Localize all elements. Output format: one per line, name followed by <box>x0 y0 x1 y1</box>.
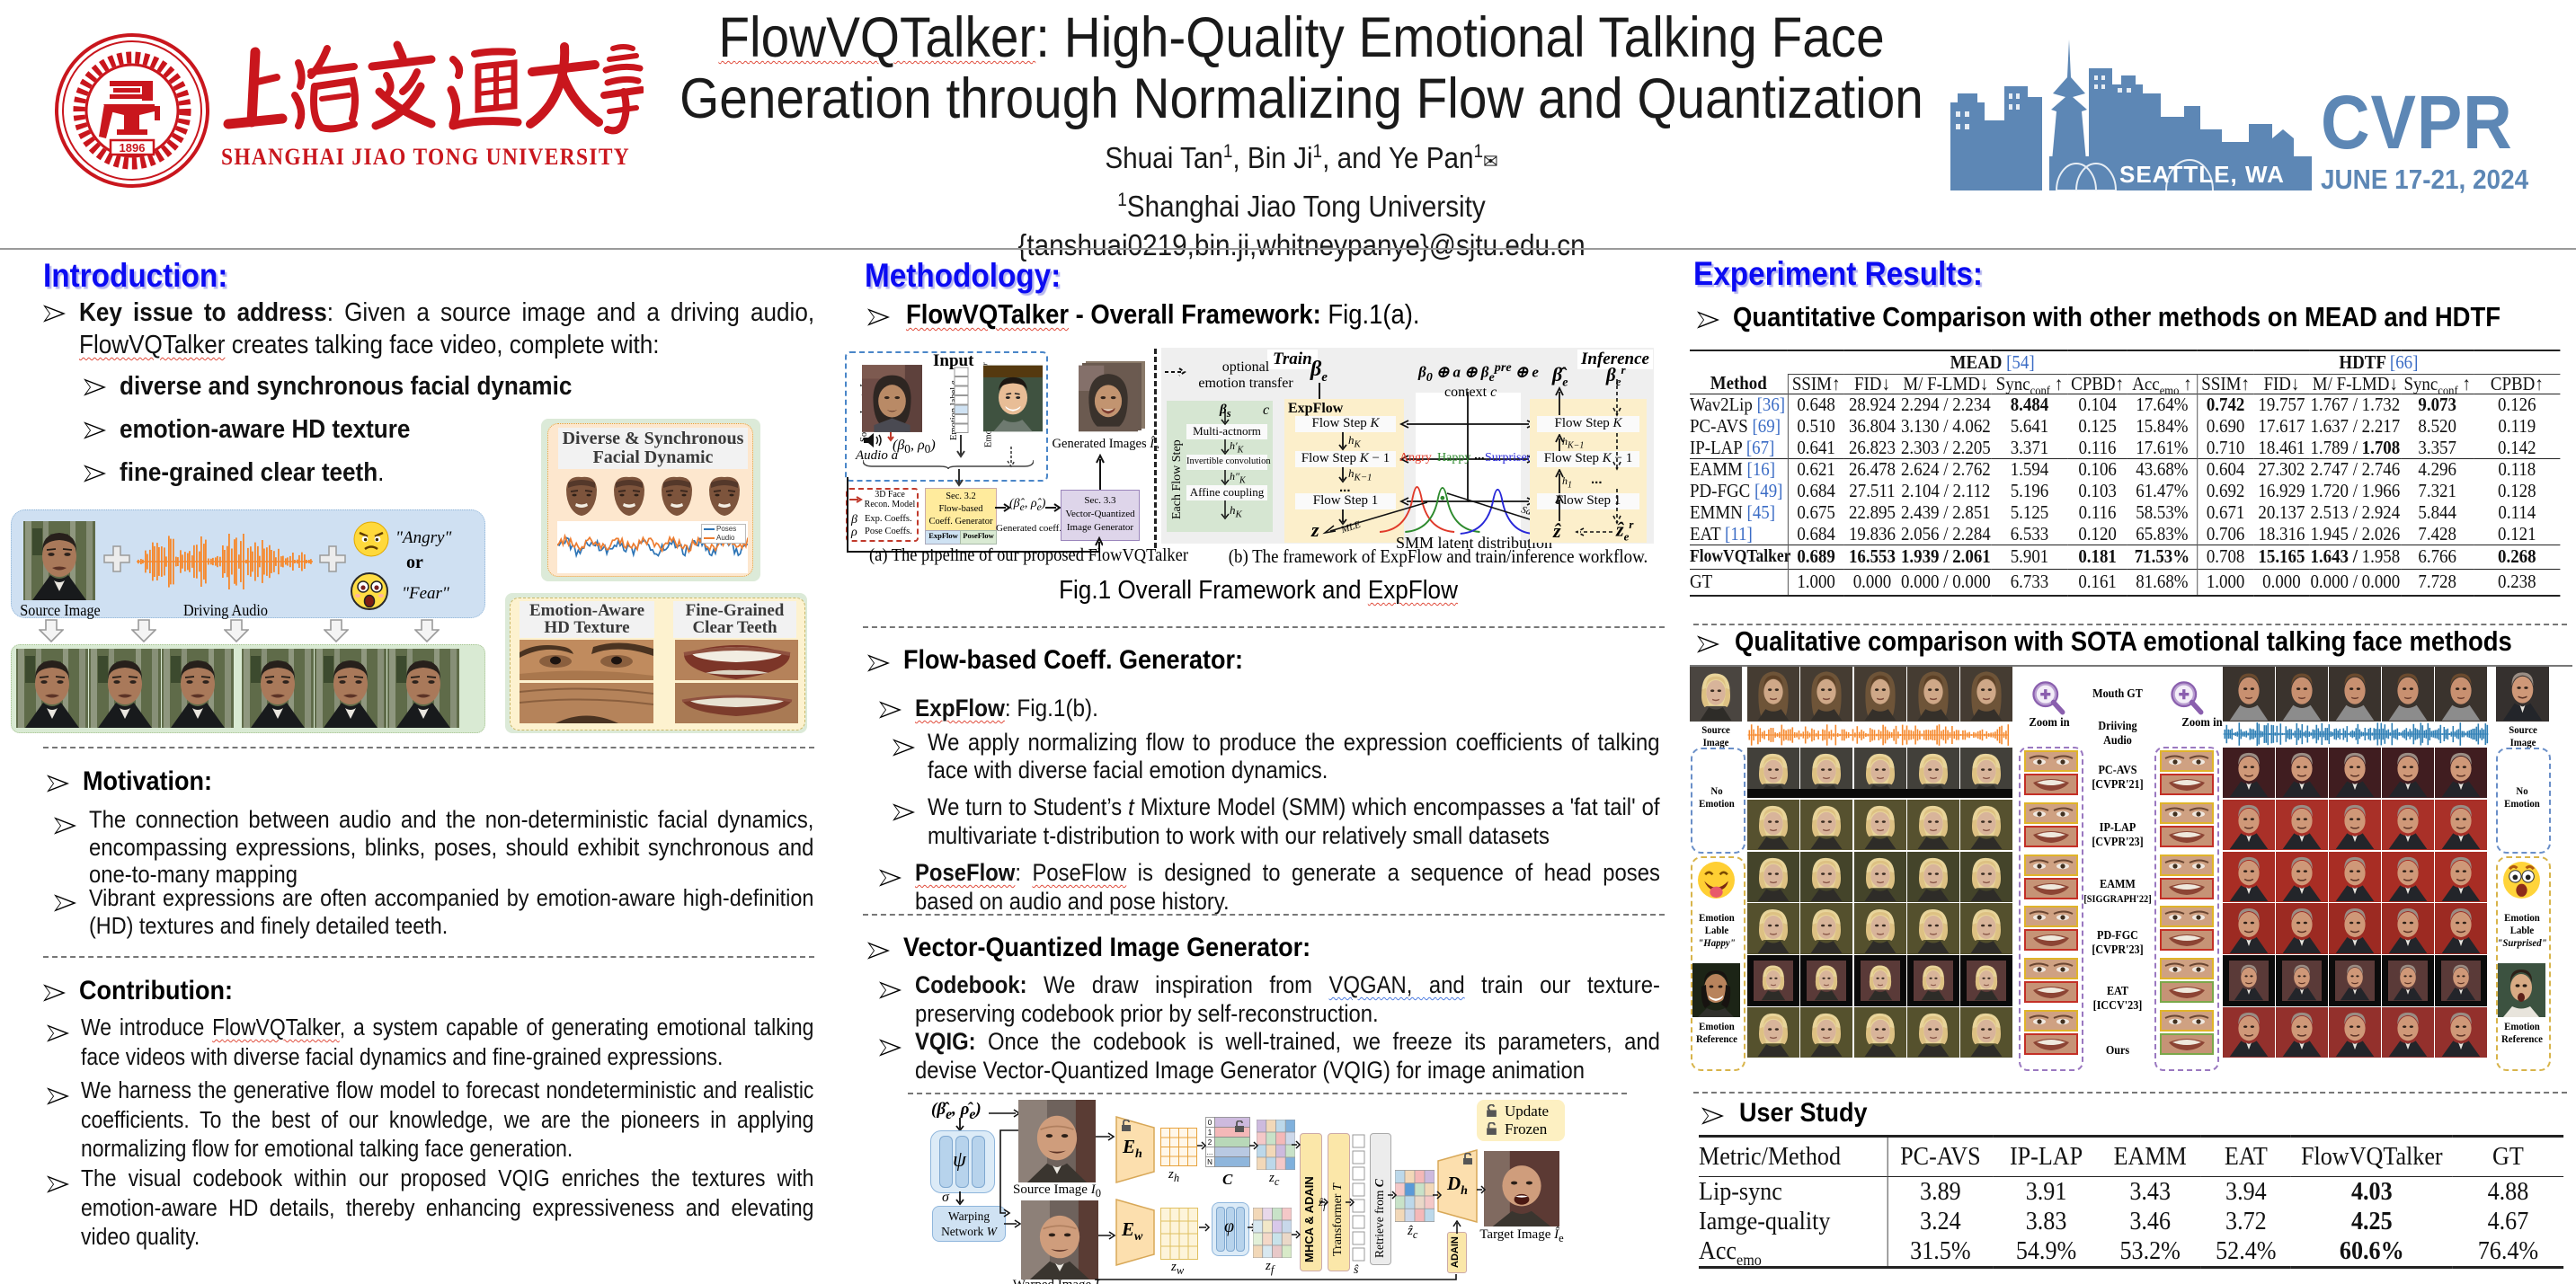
svg-text:0: 0 <box>1208 1119 1212 1127</box>
svg-text:SEATTLE, WA: SEATTLE, WA <box>2119 161 2285 188</box>
svg-text:1896: 1896 <box>120 141 146 155</box>
svg-text:1: 1 <box>1208 1129 1212 1137</box>
svg-text:N: N <box>1207 1158 1212 1166</box>
svg-text:2: 2 <box>1208 1138 1212 1147</box>
svg-text:...: ... <box>1207 1148 1213 1156</box>
